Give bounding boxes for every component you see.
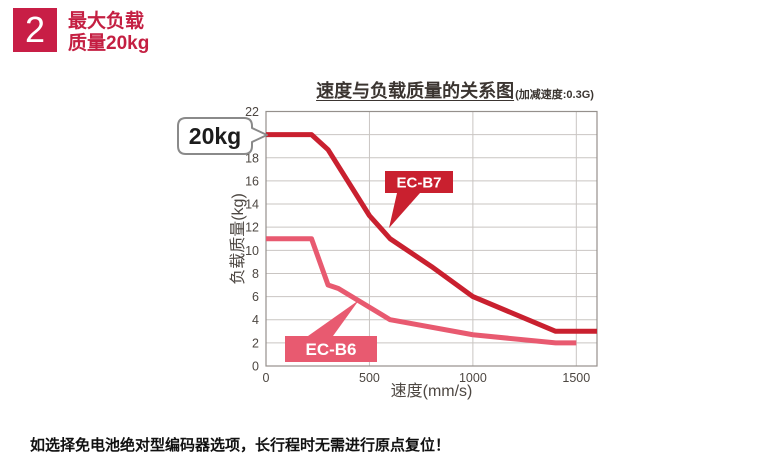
step-number-badge: 2 xyxy=(13,8,57,52)
max-load-callout-bubble xyxy=(177,117,268,155)
heading-line-2: 质量20kg xyxy=(68,33,150,54)
heading-line-1: 最大负载 xyxy=(68,11,145,32)
speed-load-chart: 0246810121416182022050010001500EC-B7EC-B… xyxy=(177,105,598,400)
series-line-ec-b7 xyxy=(266,132,597,334)
footnote: 如选择免电池绝对型编码器选项，长行程时无需进行原点复位！ xyxy=(30,437,451,454)
x-tick-label: 1000 xyxy=(459,371,487,385)
y-tick-label: 0 xyxy=(252,360,259,374)
x-axis-title: 速度(mm/s) xyxy=(391,382,473,400)
chart-title: 速度与负载质量的关系图 (加减速度:0.3G) xyxy=(240,81,670,103)
series-label-box-ec-b7 xyxy=(385,171,453,193)
y-tick-label: 12 xyxy=(245,221,259,235)
y-tick-label: 10 xyxy=(245,244,259,258)
series-label-text: EC-B6 xyxy=(305,340,356,359)
y-tick-label: 22 xyxy=(245,105,259,119)
y-tick-label: 6 xyxy=(252,290,259,304)
series-label-box-ec-b6 xyxy=(285,336,377,362)
y-tick-label: 16 xyxy=(245,174,259,188)
y-tick-label: 8 xyxy=(252,267,259,281)
section-heading: 最大负载 质量20kg xyxy=(68,11,149,55)
x-tick-label: 500 xyxy=(359,371,380,385)
series-label-pointer-ec-b6 xyxy=(308,300,359,336)
chart-title-text: 速度与负载质量的关系图 xyxy=(316,81,515,101)
chart-title-note: (加减速度:0.3G) xyxy=(515,89,594,101)
series-label-text: EC-B7 xyxy=(396,174,441,191)
max-load-callout-text: 20kg xyxy=(189,123,241,149)
y-tick-label: 4 xyxy=(252,313,259,327)
y-tick-label: 2 xyxy=(252,336,259,350)
y-tick-label: 14 xyxy=(245,198,259,212)
series-line-ec-b6 xyxy=(266,236,577,346)
y-tick-label: 18 xyxy=(245,151,259,165)
x-tick-label: 0 xyxy=(263,371,270,385)
y-axis-title: 负载质量(kg) xyxy=(229,193,247,285)
x-tick-label: 1500 xyxy=(562,371,590,385)
series-label-pointer-ec-b7 xyxy=(389,193,420,228)
